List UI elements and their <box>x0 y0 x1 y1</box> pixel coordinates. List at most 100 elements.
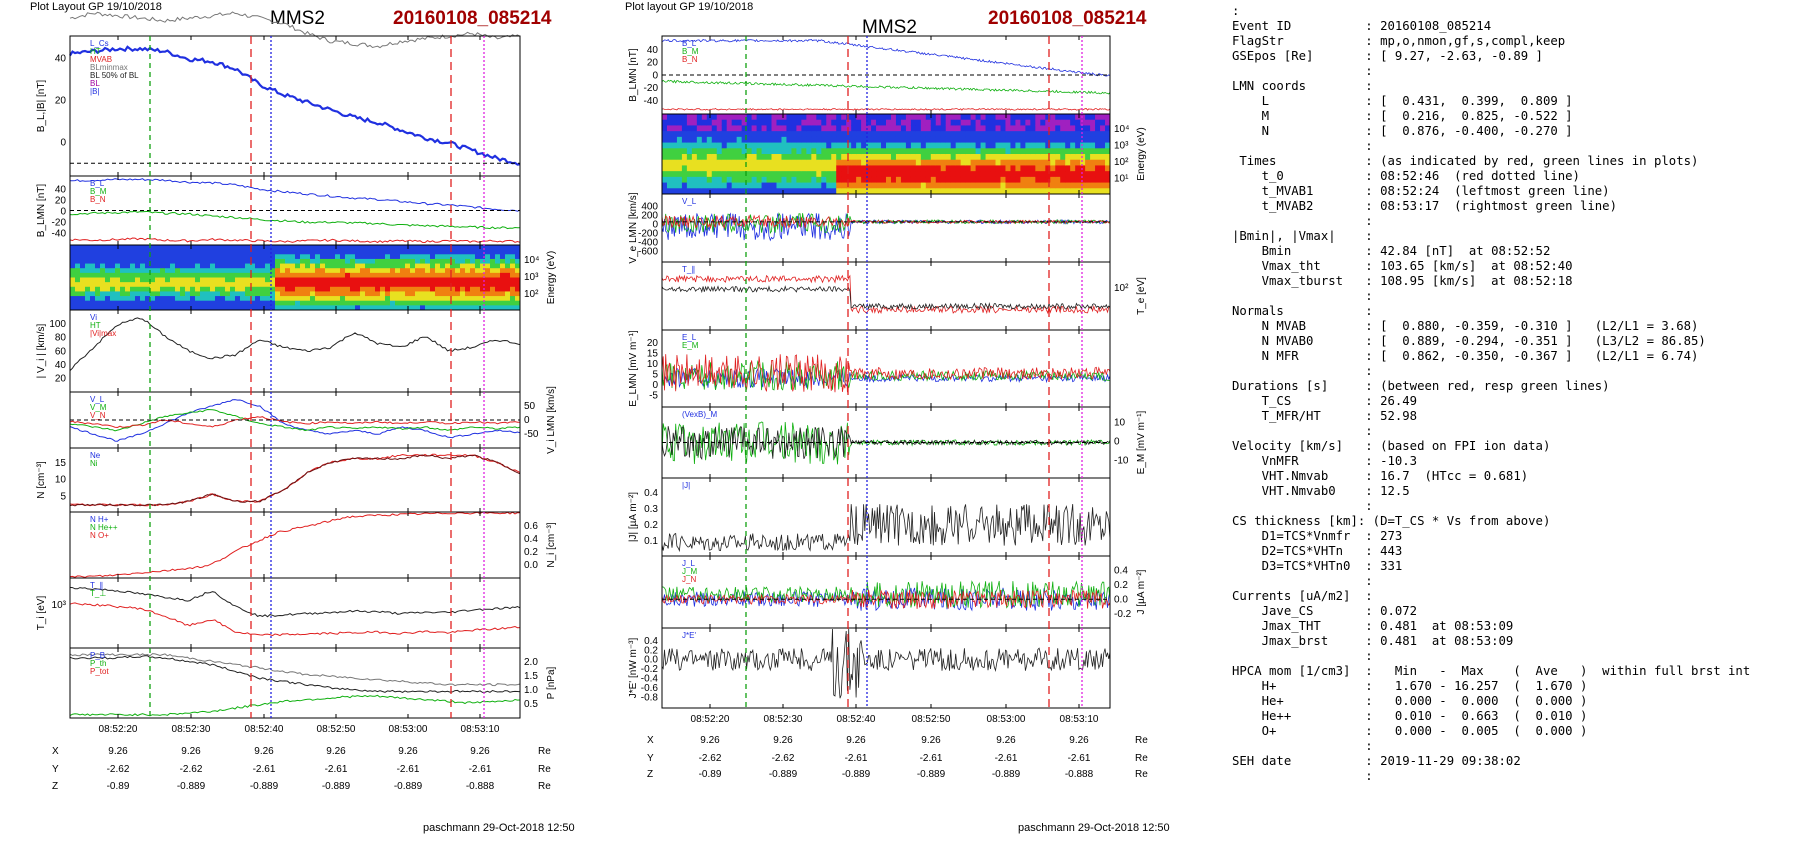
spectrogram-cell <box>1010 188 1016 195</box>
spectrogram-cell <box>945 165 952 172</box>
spectrogram-cell <box>796 131 802 138</box>
spectrogram-cell <box>125 286 131 292</box>
spectrogram-cell <box>270 300 276 306</box>
spectrogram-cell <box>275 300 281 306</box>
spectrogram-cell <box>155 300 161 306</box>
spectrogram-cell <box>1055 154 1061 161</box>
spectrogram-cell <box>80 258 86 265</box>
spectrogram-cell <box>721 188 728 195</box>
spectrogram-cell <box>225 272 231 278</box>
spectrogram-cell <box>1005 131 1011 138</box>
spectrogram-cell <box>510 272 516 278</box>
spectrogram-cell <box>856 119 862 126</box>
spectrogram-cell <box>1080 171 1086 178</box>
spectrogram-cell <box>925 148 932 155</box>
spectrogram-cell <box>1005 188 1011 195</box>
spectrogram-cell <box>415 245 421 251</box>
spectrogram-cell <box>1070 182 1076 189</box>
spectrogram-cell <box>955 171 962 178</box>
spectrogram-cell <box>485 282 491 288</box>
spectrogram-cell <box>140 291 146 297</box>
spectrogram-cell <box>910 119 917 126</box>
spectrogram-cell <box>1005 142 1011 149</box>
spectrogram-cell <box>1060 171 1066 178</box>
spectrogram-cell <box>310 300 316 306</box>
spectrogram-cell <box>886 165 892 172</box>
spectrogram-cell <box>681 176 688 184</box>
spectrogram-cell <box>515 268 521 274</box>
spectrogram-cell <box>75 249 81 255</box>
spectrogram-cell <box>851 142 857 149</box>
spectrogram-cell <box>325 268 331 274</box>
spectrogram-cell <box>405 286 411 292</box>
spectrogram-cell <box>420 296 426 302</box>
spectrogram-cell <box>861 188 867 195</box>
spectrogram-cell <box>736 148 743 155</box>
spectrogram-cell <box>125 300 131 306</box>
spectrogram-cell <box>455 296 461 302</box>
spectrogram-cell <box>250 268 256 274</box>
spectrogram-cell <box>205 254 211 260</box>
spectrogram-cell <box>370 305 376 311</box>
spectrogram-cell <box>500 268 506 274</box>
spectrogram-cell <box>876 125 882 132</box>
spectrogram-cell <box>480 254 486 260</box>
spectrogram-cell <box>465 268 471 274</box>
spectrogram-cell <box>265 268 271 274</box>
spectrogram-cell <box>856 176 862 184</box>
spectrogram-cell <box>1030 188 1036 195</box>
spectrogram-cell <box>155 277 161 283</box>
y-axis-label: J*E' [nW m⁻³] <box>628 638 639 699</box>
spectrogram-cell <box>100 272 106 278</box>
spectrogram-cell <box>811 142 817 149</box>
spectrogram-cell <box>350 296 356 302</box>
spectrogram-cell <box>195 286 201 292</box>
spectrogram-cell <box>335 254 341 260</box>
spectrogram-cell <box>325 254 331 260</box>
spectrogram-cell <box>420 245 426 251</box>
spectrogram-cell <box>905 142 912 149</box>
spectrogram-cell <box>350 254 356 260</box>
spectrogram-cell <box>786 154 792 161</box>
summary-line: M : [ 0.216, 0.825, -0.522 ] <box>1232 109 1573 123</box>
spectrogram-cell <box>1065 154 1071 161</box>
spectrogram-cell <box>876 176 882 184</box>
spectrogram-cell <box>890 165 897 172</box>
spectrogram-cell <box>200 277 206 283</box>
spectrogram-cell <box>150 245 156 251</box>
spectrogram-cell <box>105 254 111 260</box>
summary-line: : <box>1232 499 1373 513</box>
spectrogram-cell <box>1025 131 1031 138</box>
spectrogram-cell <box>495 258 501 265</box>
spectrogram-cell <box>786 165 792 172</box>
spectrogram-cell <box>430 258 436 265</box>
spectrogram-cell <box>445 263 451 269</box>
spectrogram-cell <box>485 268 491 274</box>
spectrogram-cell <box>890 119 897 126</box>
spectrogram-cell <box>210 268 216 274</box>
spectrogram-cell <box>691 159 698 166</box>
spectrogram-cell <box>871 176 877 184</box>
spectrogram-cell <box>1080 114 1086 121</box>
spectrogram-cell <box>756 125 763 132</box>
spectrogram-cell <box>120 277 126 283</box>
spectrogram-cell <box>505 291 511 297</box>
spectrogram-cell <box>696 176 703 184</box>
spectrogram-cell <box>681 165 688 172</box>
spectrogram-cell <box>105 300 111 306</box>
spectrogram-cell <box>495 272 501 278</box>
y-tick-label: 0.4 <box>644 636 658 647</box>
spectrogram-cell <box>70 296 76 302</box>
legend-entry: E_L <box>682 333 697 342</box>
spectrogram-cell <box>310 282 316 288</box>
spectrogram-cell <box>425 296 431 302</box>
spectrogram-cell <box>470 305 476 311</box>
spectrogram-cell <box>105 258 111 265</box>
spectrogram-cell <box>940 182 947 189</box>
spectrogram-cell <box>801 114 807 121</box>
spectrogram-cell <box>70 268 76 274</box>
spectrogram-cell <box>505 245 511 251</box>
spectrogram-cell <box>1010 148 1016 155</box>
spectrogram-cell <box>866 148 872 155</box>
spectrogram-cell <box>1070 159 1076 166</box>
